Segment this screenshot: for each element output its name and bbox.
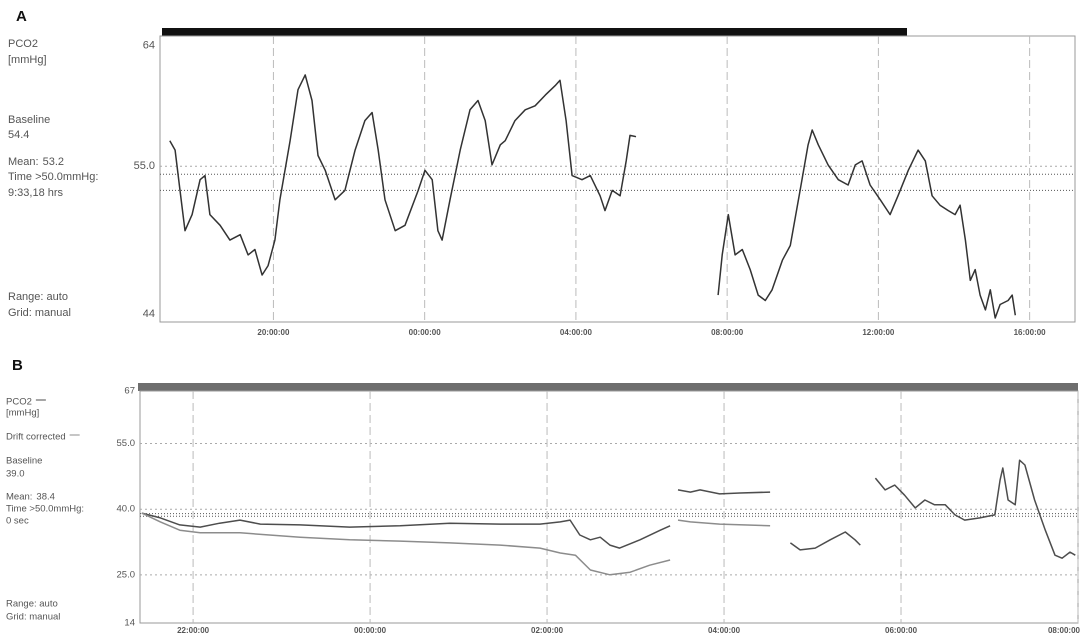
grid-label: Grid: manual (6, 612, 60, 623)
data-line (141, 459, 1076, 559)
baseline-label: Baseline (8, 114, 50, 126)
legend-label: PCO2 (8, 38, 38, 50)
x-tick-label: 04:00:00 (560, 328, 593, 337)
panel-label: B (12, 357, 23, 374)
plot-area (139, 390, 1079, 624)
y-tick-label: 44 (143, 308, 155, 320)
y-tick-label: 55.0 (134, 160, 155, 172)
x-tick-label: 22:00:00 (177, 626, 210, 635)
x-tick-label: 06:00:00 (885, 626, 918, 635)
x-tick-label: 00:00:00 (409, 328, 442, 337)
range-label: Range: auto (6, 599, 58, 610)
time-value: 0 sec (6, 516, 29, 527)
mean-value: 38.4 (36, 492, 55, 503)
panel-label: A (16, 8, 27, 25)
mean-label: Mean: (6, 492, 32, 503)
time-value: 9:33,18 hrs (8, 187, 64, 199)
y-tick-label: 40.0 (117, 504, 136, 515)
x-tick-label: 04:00:00 (708, 626, 741, 635)
data-line (141, 512, 771, 576)
y-tick-label: 55.0 (117, 438, 136, 449)
range-label: Range: auto (8, 291, 68, 303)
y-unit: [mmHg] (6, 408, 39, 419)
x-tick-label: 08:00:00 (711, 328, 744, 337)
baseline-label: Baseline (6, 456, 42, 467)
data-line (169, 74, 1017, 319)
mean-value: 53.2 (43, 156, 64, 168)
mean-label: Mean: (8, 156, 39, 168)
y-tick-label: 25.0 (117, 569, 136, 580)
x-tick-label: 16:00:00 (1014, 328, 1047, 337)
legend-label: PCO2 (6, 397, 32, 408)
y-tick-label: 14 (124, 618, 135, 629)
time-label: Time >50.0mmHg: (6, 504, 84, 515)
time-bar (138, 383, 1078, 391)
plot-area (159, 35, 1076, 323)
time-bar (162, 28, 907, 36)
y-tick-label: 67 (124, 386, 135, 397)
legend-label: Drift corrected (6, 432, 66, 443)
grid-label: Grid: manual (8, 307, 71, 319)
x-tick-label: 08:00:00 (1048, 626, 1081, 635)
x-tick-label: 02:00:00 (531, 626, 564, 635)
x-tick-label: 00:00:00 (354, 626, 387, 635)
y-tick-label: 64 (143, 39, 155, 51)
y-unit: [mmHg] (8, 54, 47, 66)
x-tick-label: 20:00:00 (257, 328, 290, 337)
time-label: Time >50.0mmHg: (8, 171, 98, 183)
x-tick-label: 12:00:00 (862, 328, 895, 337)
baseline-value: 54.4 (8, 129, 29, 141)
baseline-value: 39.0 (6, 469, 25, 480)
